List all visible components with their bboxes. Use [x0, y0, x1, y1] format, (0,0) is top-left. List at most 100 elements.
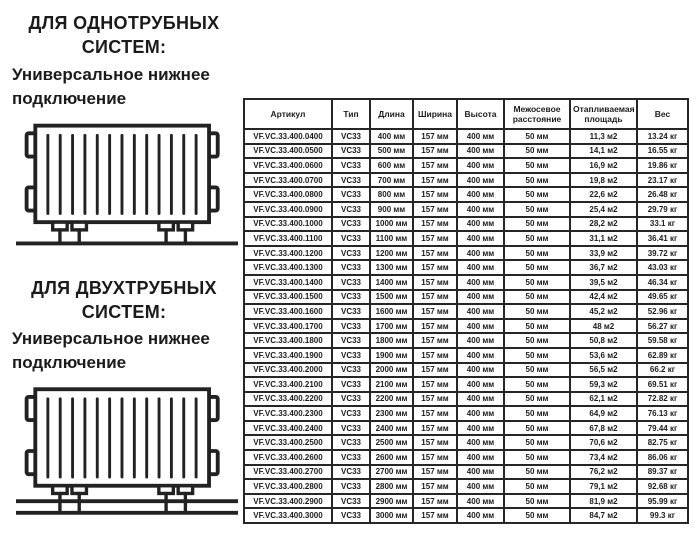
table-row: VF.VC.33.400.0500 VC33 500 мм 157 мм 400 мм 5… — [243, 142, 689, 160]
table-row: VF.VC.33.400.3000 VC33 3000 мм 157 мм 400 мм… — [243, 507, 689, 525]
table-cell: 2300 мм — [369, 405, 414, 422]
table-cell: VC33 — [331, 507, 371, 525]
table-cell: VF.VC.33.400.1300 — [243, 259, 333, 276]
table-cell: 400 мм — [456, 507, 505, 525]
table-cell: 45,2 м2 — [569, 303, 638, 320]
table-cell: 11,3 м2 — [569, 128, 638, 145]
table-cell: 50 мм — [503, 230, 571, 247]
table-cell: 56,5 м2 — [569, 361, 638, 379]
table-cell: VF.VC.33.400.0800 — [243, 186, 333, 203]
table-cell: VC33 — [331, 419, 371, 437]
table-cell: VC33 — [331, 303, 371, 320]
table-cell: 400 мм — [456, 434, 505, 452]
table-cell: 39,5 м2 — [569, 273, 638, 291]
table-cell: 36.41 кг — [636, 230, 689, 247]
table-cell: VC33 — [331, 273, 371, 291]
table-cell: 400 мм — [456, 273, 505, 291]
table-cell: 70,6 м2 — [569, 434, 638, 452]
table-cell: 157 мм — [412, 200, 458, 218]
table-cell: VF.VC.33.400.3000 — [243, 507, 333, 525]
table-cell: 36,7 м2 — [569, 259, 638, 276]
table-cell: 157 мм — [412, 463, 458, 481]
table-cell: 23.17 кг — [636, 171, 689, 189]
table-cell: 157 мм — [412, 273, 458, 291]
column-header: Тип — [331, 98, 371, 130]
table-cell: 400 мм — [456, 244, 505, 262]
table-row: VF.VC.33.400.2700 VC33 2700 мм 157 мм 400 мм… — [243, 463, 689, 481]
table-cell: VF.VC.33.400.1900 — [243, 346, 333, 364]
table-cell: 400 мм — [456, 405, 505, 422]
table-cell: 1600 мм — [369, 303, 414, 320]
table-cell: 79.44 кг — [636, 419, 689, 437]
table-cell: VF.VC.33.400.1600 — [243, 303, 333, 320]
table-cell: 50,8 м2 — [569, 332, 638, 349]
column-header: Длина — [369, 98, 414, 130]
table-row: VF.VC.33.400.2900 VC33 2900 мм 157 мм 400 мм… — [243, 492, 689, 510]
table-cell: 50 мм — [503, 390, 571, 408]
table-row: VF.VC.33.400.2000 VC33 2000 мм 157 мм 400 мм… — [243, 361, 689, 379]
table-cell: 50 мм — [503, 288, 571, 306]
table-cell: VC33 — [331, 449, 371, 466]
table-header-row: Артикул Тип Длина Ширина Высота Межосевое рас… — [243, 98, 689, 130]
table-cell: 73,4 м2 — [569, 449, 638, 466]
table-cell: VC33 — [331, 332, 371, 349]
table-row: VF.VC.33.400.0800 VC33 800 мм 157 мм 400 мм 5… — [243, 186, 689, 203]
table-cell: 19,8 м2 — [569, 171, 638, 189]
table-cell: 33.1 кг — [636, 215, 689, 233]
table-cell: 50 мм — [503, 215, 571, 233]
table-cell: VF.VC.33.400.0600 — [243, 157, 333, 174]
table-cell: 1100 мм — [369, 230, 414, 247]
table-cell: 2600 мм — [369, 449, 414, 466]
table-cell: 59,3 м2 — [569, 376, 638, 393]
table-row: VF.VC.33.400.2500 VC33 2500 мм 157 мм 400 мм… — [243, 434, 689, 452]
table-cell: 1800 мм — [369, 332, 414, 349]
table-row: VF.VC.33.400.2400 VC33 2400 мм 157 мм 400 мм… — [243, 419, 689, 437]
table-cell: 64,9 м2 — [569, 405, 638, 422]
spec-table: Артикул Тип Длина Ширина Высота Межосевое рас… — [243, 98, 689, 525]
left-column: ДЛЯ ОДНОТРУБНЫХ СИСТЕМ: Универсальное ни… — [10, 0, 238, 535]
table-cell: 400 мм — [456, 332, 505, 349]
table-cell: 56.27 кг — [636, 317, 689, 335]
table-cell: 157 мм — [412, 288, 458, 306]
table-cell: VC33 — [331, 492, 371, 510]
table-cell: 400 мм — [456, 186, 505, 203]
table-cell: VF.VC.33.400.1800 — [243, 332, 333, 349]
column-header: Ширина — [412, 98, 458, 130]
table-cell: 157 мм — [412, 405, 458, 422]
table-row: VF.VC.33.400.2100 VC33 2100 мм 157 мм 400 мм… — [243, 376, 689, 393]
column-header: Вес — [636, 98, 689, 130]
table-cell: 50 мм — [503, 361, 571, 379]
table-row: VF.VC.33.400.1800 VC33 1800 мм 157 мм 400 мм… — [243, 332, 689, 349]
table-cell: VC33 — [331, 142, 371, 160]
table-row: VF.VC.33.400.0400 VC33 400 мм 157 мм 400 мм 5… — [243, 128, 689, 145]
table-cell: 50 мм — [503, 463, 571, 481]
table-row: VF.VC.33.400.1300 VC33 1300 мм 157 мм 400 мм… — [243, 259, 689, 276]
table-cell: 157 мм — [412, 390, 458, 408]
table-cell: 99.3 кг — [636, 507, 689, 525]
table-cell: VF.VC.33.400.1700 — [243, 317, 333, 335]
table-cell: 46.34 кг — [636, 273, 689, 291]
table-cell: 50 мм — [503, 449, 571, 466]
table-row: VF.VC.33.400.1000 VC33 1000 мм 157 мм 400 мм… — [243, 215, 689, 233]
table-row: VF.VC.33.400.1700 VC33 1700 мм 157 мм 400 мм… — [243, 317, 689, 335]
table-cell: 400 мм — [456, 200, 505, 218]
two-pipe-heading-line1: ДЛЯ ДВУХТРУБНЫХ — [31, 278, 217, 298]
table-cell: VF.VC.33.400.1100 — [243, 230, 333, 247]
table-cell: 400 мм — [456, 288, 505, 306]
table-cell: 33,9 м2 — [569, 244, 638, 262]
table-cell: 50 мм — [503, 492, 571, 510]
table-cell: 66.2 кг — [636, 361, 689, 379]
table-cell: 50 мм — [503, 478, 571, 495]
table-cell: 89.37 кг — [636, 463, 689, 481]
spec-table-header: Артикул Тип Длина Ширина Высота Межосевое рас… — [243, 98, 689, 130]
table-cell: 1400 мм — [369, 273, 414, 291]
table-cell: 400 мм — [456, 142, 505, 160]
table-cell: VF.VC.33.400.2300 — [243, 405, 333, 422]
one-pipe-subtitle: Универсальное нижнее подключение — [12, 65, 210, 108]
table-cell: 157 мм — [412, 361, 458, 379]
table-cell: 157 мм — [412, 157, 458, 174]
table-row: VF.VC.33.400.1100 VC33 1100 мм 157 мм 400 мм… — [243, 230, 689, 247]
table-cell: 67,8 м2 — [569, 419, 638, 437]
table-cell: 2000 мм — [369, 361, 414, 379]
table-cell: VC33 — [331, 244, 371, 262]
